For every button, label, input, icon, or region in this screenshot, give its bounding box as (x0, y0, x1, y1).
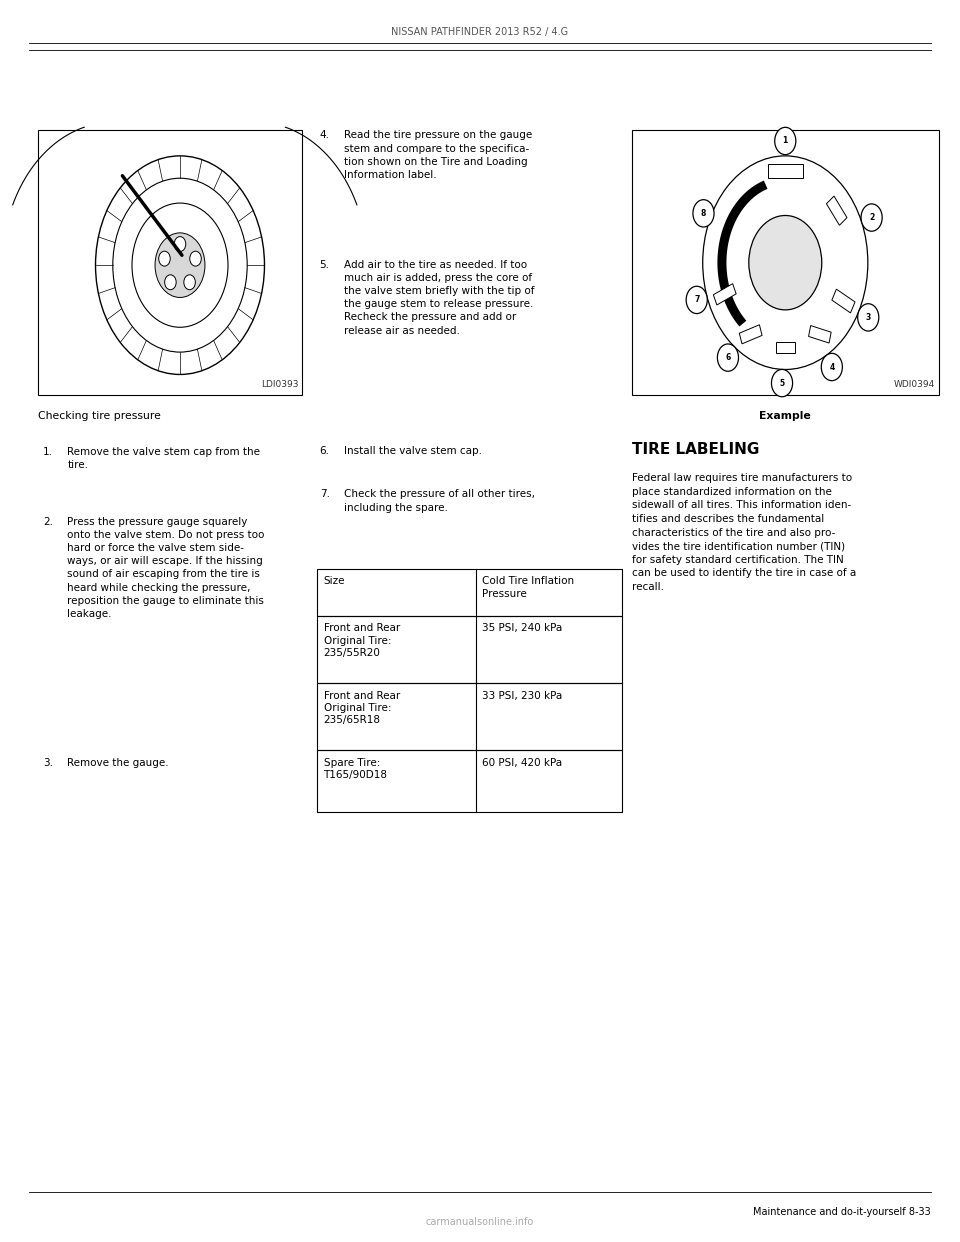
Circle shape (190, 251, 202, 266)
Text: 1: 1 (782, 137, 788, 145)
Text: Spare Tire:
T165/90D18: Spare Tire: T165/90D18 (324, 758, 388, 780)
Circle shape (749, 216, 822, 310)
Text: 33 PSI, 230 kPa: 33 PSI, 230 kPa (482, 691, 563, 700)
Circle shape (686, 286, 708, 313)
Bar (317, 683, 622, 750)
Text: 1.: 1. (43, 447, 53, 457)
Polygon shape (713, 283, 736, 306)
Bar (317, 750, 622, 812)
Text: Check the pressure of all other tires,
including the spare.: Check the pressure of all other tires, i… (344, 489, 535, 513)
Circle shape (861, 204, 882, 231)
Text: WDI0394: WDI0394 (894, 380, 935, 389)
Polygon shape (776, 342, 795, 353)
Polygon shape (832, 289, 855, 313)
Text: LDI0393: LDI0393 (261, 380, 299, 389)
Text: Read the tire pressure on the gauge
stem and compare to the specifica-
tion show: Read the tire pressure on the gauge stem… (344, 130, 532, 180)
Text: 3: 3 (866, 313, 871, 322)
Text: 4.: 4. (320, 130, 329, 140)
Text: Install the valve stem cap.: Install the valve stem cap. (344, 446, 482, 456)
Bar (632, 130, 939, 395)
Text: Remove the valve stem cap from the
tire.: Remove the valve stem cap from the tire. (67, 447, 260, 471)
Circle shape (158, 251, 170, 266)
Text: Maintenance and do-it-yourself 8-33: Maintenance and do-it-yourself 8-33 (754, 1207, 931, 1217)
Circle shape (183, 274, 195, 289)
Text: 3.: 3. (43, 758, 53, 768)
Text: Add air to the tire as needed. If too
much air is added, press the core of
the v: Add air to the tire as needed. If too mu… (344, 260, 534, 335)
Circle shape (857, 304, 878, 332)
Circle shape (772, 369, 793, 396)
Text: Cold Tire Inflation
Pressure: Cold Tire Inflation Pressure (482, 576, 574, 599)
Polygon shape (808, 325, 831, 343)
Text: Press the pressure gauge squarely
onto the valve stem. Do not press too
hard or : Press the pressure gauge squarely onto t… (67, 517, 265, 619)
Circle shape (717, 344, 738, 371)
Text: TIRE LABELING: TIRE LABELING (632, 442, 759, 457)
Text: 60 PSI, 420 kPa: 60 PSI, 420 kPa (482, 758, 563, 768)
Circle shape (775, 128, 796, 155)
Circle shape (822, 354, 843, 381)
Polygon shape (827, 196, 847, 225)
Text: Size: Size (324, 576, 345, 586)
Text: 8: 8 (701, 209, 707, 217)
Text: 4: 4 (829, 363, 834, 371)
Circle shape (165, 274, 177, 289)
Text: Federal law requires tire manufacturers to
place standardized information on the: Federal law requires tire manufacturers … (632, 473, 856, 592)
Polygon shape (768, 164, 803, 178)
Text: Checking tire pressure: Checking tire pressure (38, 411, 161, 421)
Text: 7: 7 (694, 296, 700, 304)
Bar (38, 130, 302, 395)
Text: 6.: 6. (320, 446, 329, 456)
Text: 2: 2 (869, 214, 875, 222)
Circle shape (693, 200, 714, 227)
Text: 7.: 7. (320, 489, 329, 499)
Text: carmanualsonline.info: carmanualsonline.info (426, 1217, 534, 1227)
Text: Front and Rear
Original Tire:
235/55R20: Front and Rear Original Tire: 235/55R20 (324, 623, 399, 658)
Bar (317, 616, 622, 683)
Text: 5: 5 (780, 379, 784, 388)
Circle shape (155, 233, 205, 298)
Text: Front and Rear
Original Tire:
235/65R18: Front and Rear Original Tire: 235/65R18 (324, 691, 399, 725)
Text: 5.: 5. (320, 260, 329, 270)
Text: 35 PSI, 240 kPa: 35 PSI, 240 kPa (482, 623, 563, 633)
Polygon shape (739, 324, 762, 344)
Text: 6: 6 (726, 353, 731, 363)
Text: 2.: 2. (43, 517, 53, 527)
Text: Example: Example (759, 411, 811, 421)
Text: Remove the gauge.: Remove the gauge. (67, 758, 169, 768)
Text: NISSAN PATHFINDER 2013 R52 / 4.G: NISSAN PATHFINDER 2013 R52 / 4.G (392, 27, 568, 37)
Bar (317, 569, 622, 616)
Circle shape (175, 236, 185, 251)
